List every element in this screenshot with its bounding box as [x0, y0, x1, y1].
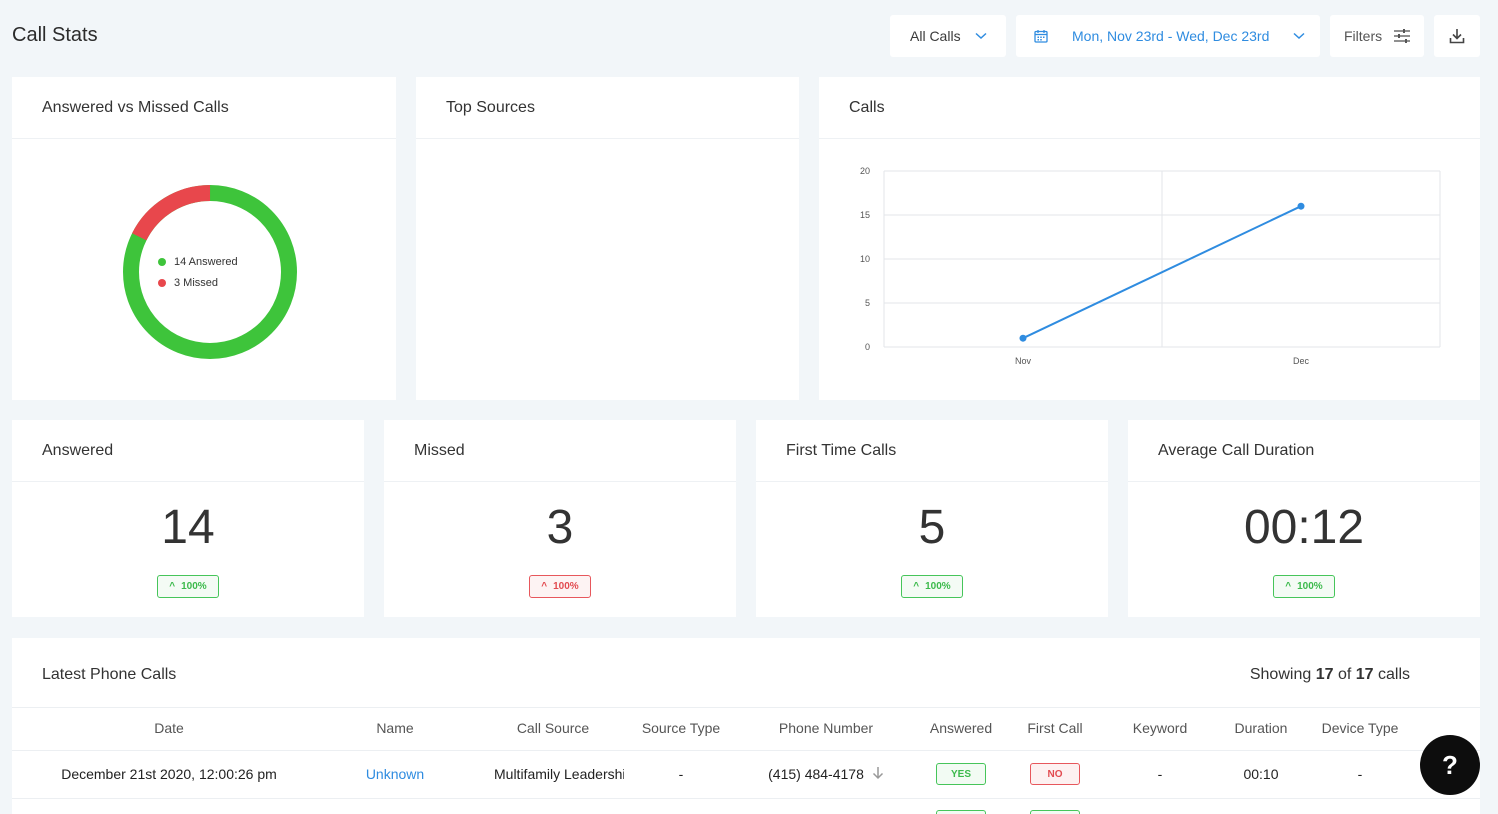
cell-call-source: Multifamily Leadership — [494, 766, 624, 782]
y-tick-label: 5 — [865, 298, 870, 308]
change-value: 100% — [553, 581, 579, 592]
change-value: 100% — [1297, 581, 1323, 592]
answered-badge: YES — [936, 763, 986, 785]
stat-label: Missed — [384, 420, 736, 482]
question-icon: ? — [1442, 749, 1458, 780]
y-tick-label: 10 — [860, 254, 870, 264]
first-call-badge: NO — [1030, 763, 1080, 785]
page-header: Call Stats All Calls Mon, Nov 23rd - Wed… — [0, 0, 1498, 72]
change-badge: ^ 100% — [1273, 575, 1335, 598]
stat-value: 3 — [546, 501, 574, 554]
date-range-picker[interactable]: Mon, Nov 23rd - Wed, Dec 23rd — [1016, 15, 1320, 57]
legend-answered-label: 14 Answered — [174, 255, 238, 268]
column-header-device-type[interactable]: Device Type — [1321, 720, 1399, 736]
answered-vs-missed-card: Answered vs Missed Calls 14 Answered 3 M… — [12, 77, 396, 400]
filters-label: Filters — [1344, 28, 1383, 44]
help-button[interactable]: ? — [1420, 735, 1480, 795]
y-tick-label: 20 — [860, 166, 870, 176]
column-header-name[interactable]: Name — [376, 720, 414, 736]
latest-calls-card: Latest Phone Calls Showing 17 of 17 call… — [12, 638, 1480, 814]
legend-item-answered: 14 Answered — [158, 251, 238, 272]
next-row-answered-badge-partial — [936, 810, 986, 814]
stat-card-first-time-calls: First Time Calls 5 ^ 100% — [756, 420, 1108, 617]
calls-line-chart: 0 5 10 15 20 Nov Dec — [860, 166, 1441, 366]
download-icon — [1449, 28, 1465, 44]
change-value: 100% — [925, 581, 951, 592]
chevron-down-icon — [1293, 32, 1305, 40]
divider — [12, 707, 1480, 708]
calls-chart-card: Calls 0 5 10 15 20 Nov Dec — [819, 77, 1480, 400]
column-header-source-type[interactable]: Source Type — [641, 720, 721, 736]
caret-up-icon: ^ — [169, 581, 176, 592]
divider — [12, 798, 1480, 799]
legend-missed-label: 3 Missed — [174, 276, 219, 289]
change-value: 100% — [181, 581, 207, 592]
caret-up-icon: ^ — [541, 581, 548, 592]
page-title: Call Stats — [12, 24, 98, 46]
stat-value: 00:12 — [1243, 501, 1365, 554]
cell-keyword: - — [1157, 766, 1163, 782]
top-sources-card: Top Sources — [416, 77, 799, 400]
arrow-down-icon[interactable] — [872, 766, 884, 785]
card-title: Calls — [819, 77, 1480, 139]
data-point — [1297, 202, 1305, 210]
call-type-dropdown[interactable]: All Calls — [890, 15, 1006, 57]
cell-duration: 00:10 — [1243, 766, 1279, 782]
stat-card-answered: Answered 14 ^ 100% — [12, 420, 364, 617]
download-button[interactable] — [1434, 15, 1480, 57]
next-row-first-call-badge-partial — [1030, 810, 1080, 814]
answered-dot — [158, 257, 166, 266]
y-tick-label: 0 — [865, 342, 870, 352]
cell-date: December 21st 2020, 12:00:26 pm — [61, 766, 277, 782]
column-header-first-call[interactable]: First Call — [1027, 720, 1083, 736]
column-header-phone-number[interactable]: Phone Number — [778, 720, 874, 736]
stat-card-missed: Missed 3 ^ 100% — [384, 420, 736, 617]
call-type-label: All Calls — [910, 28, 961, 44]
divider — [12, 750, 1480, 751]
answered-missed-donut — [117, 179, 303, 365]
change-badge: ^ 100% — [901, 575, 963, 598]
column-header-answered[interactable]: Answered — [929, 720, 993, 736]
data-point — [1019, 334, 1027, 342]
column-header-keyword[interactable]: Keyword — [1132, 720, 1188, 736]
filters-button[interactable]: Filters — [1330, 15, 1424, 57]
card-title: Answered vs Missed Calls — [12, 77, 396, 139]
y-tick-label: 15 — [860, 210, 870, 220]
column-header-call-source[interactable]: Call Source — [516, 720, 590, 736]
date-range-label: Mon, Nov 23rd - Wed, Dec 23rd — [1072, 28, 1270, 44]
stat-label: First Time Calls — [756, 420, 1108, 482]
calendar-icon — [1034, 29, 1048, 43]
stat-value: 5 — [918, 501, 946, 554]
caret-up-icon: ^ — [1285, 581, 1292, 592]
showing-count: Showing 17 of 17 calls — [1249, 666, 1410, 683]
x-tick-label: Dec — [1293, 356, 1310, 366]
cell-source-type: - — [678, 766, 684, 782]
caret-up-icon: ^ — [913, 581, 920, 592]
cell-name-link[interactable]: Unknown — [365, 766, 425, 782]
chevron-down-icon — [975, 32, 987, 40]
cell-phone: (415) 484-4178 — [768, 766, 864, 782]
stat-value: 14 — [161, 501, 215, 554]
cell-device-type: - — [1357, 766, 1363, 782]
legend-item-missed: 3 Missed — [158, 272, 238, 293]
card-title: Top Sources — [416, 77, 799, 139]
missed-dot — [158, 278, 166, 287]
sliders-icon — [1394, 29, 1411, 43]
donut-legend: 14 Answered 3 Missed — [158, 251, 238, 293]
stat-label: Average Call Duration — [1128, 420, 1480, 482]
column-header-duration[interactable]: Duration — [1234, 720, 1288, 736]
table-title: Latest Phone Calls — [42, 666, 177, 683]
x-tick-label: Nov — [1015, 356, 1032, 366]
series-line — [1022, 205, 1302, 340]
change-badge: ^ 100% — [157, 575, 219, 598]
change-badge: ^ 100% — [529, 575, 591, 598]
stat-label: Answered — [12, 420, 364, 482]
stat-card-average-duration: Average Call Duration 00:12 ^ 100% — [1128, 420, 1480, 617]
column-header-date[interactable]: Date — [154, 720, 184, 736]
